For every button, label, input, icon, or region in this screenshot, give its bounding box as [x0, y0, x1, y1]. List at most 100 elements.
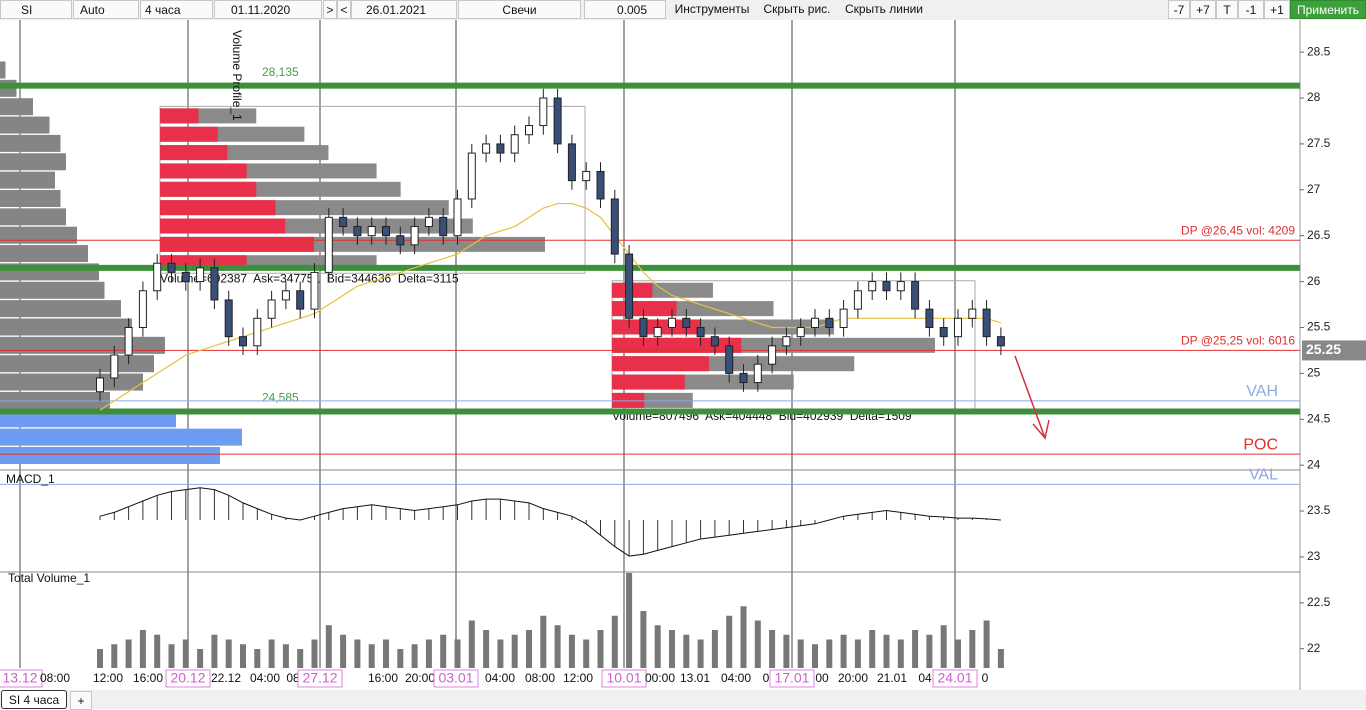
x-tick-label: 17.01 [774, 670, 809, 686]
candle-body [768, 345, 777, 365]
session-stats: Volume=692387 Ask=347751 Bid=344636 Delt… [160, 271, 459, 285]
y-tick-label: 26.5 [1307, 228, 1331, 242]
y-tick-label: 27.5 [1307, 136, 1331, 150]
candle-body [996, 336, 1005, 347]
profile-bar [0, 281, 105, 299]
candle-body [424, 216, 433, 228]
volume-bar [254, 649, 261, 668]
volume-bar [454, 639, 461, 668]
hide-lines[interactable]: Скрыть линии [844, 2, 924, 16]
shift-button[interactable]: +7 [1190, 0, 1216, 19]
hide-drawings[interactable]: Скрыть рис. [763, 2, 831, 16]
volume-bar [669, 630, 675, 668]
session-profile-inner [160, 236, 314, 252]
profile-bar [0, 98, 33, 116]
volume-bar [139, 630, 146, 668]
x-tick-label: 03.01 [438, 670, 473, 686]
tab[interactable]: SI 4 часа [1, 690, 67, 709]
period[interactable]: 4 часа [140, 0, 213, 19]
candle-body [596, 170, 605, 200]
add-tab[interactable]: + [70, 691, 92, 710]
x-tick-label: 04:00 [721, 671, 751, 685]
candle-body [496, 143, 505, 154]
shift-button[interactable]: +1 [1264, 0, 1290, 19]
x-tick-label: 16:00 [368, 671, 398, 685]
x-tick-label: 0 [982, 671, 989, 685]
volume-bar [368, 644, 375, 668]
candle-body [453, 198, 462, 237]
candle-body [796, 326, 805, 338]
candle-body [668, 317, 676, 328]
volume-bar [983, 620, 990, 668]
panel-label: Volume Profile_1 [230, 30, 244, 121]
volume-bar [812, 644, 818, 668]
y-tick-label: 22 [1307, 641, 1321, 655]
shift-button[interactable]: -7 [1168, 0, 1190, 19]
candle-body [625, 253, 634, 319]
candle-body [167, 262, 176, 273]
volume-bar [726, 615, 733, 668]
volume-bar [468, 620, 475, 668]
volume-bar [869, 630, 876, 668]
x-tick-label: 22.12 [211, 671, 241, 685]
chart-type[interactable]: Свечи [458, 0, 581, 19]
session-profile-inner [612, 356, 709, 372]
date-to[interactable]: 26.01.2021 [351, 0, 457, 19]
volume-bar [197, 649, 204, 668]
candle-body [982, 308, 991, 338]
prev-button[interactable]: < [337, 0, 351, 19]
y-tick-label: 26 [1307, 274, 1321, 288]
date-highlight [932, 669, 978, 688]
y-tick-label: 22.5 [1307, 595, 1331, 609]
volume-bar [383, 639, 389, 668]
symbol[interactable]: SI [0, 0, 72, 19]
volume-bar [583, 639, 590, 668]
x-tick-label: 08:00 [525, 671, 555, 685]
y-tick-label: 23 [1307, 549, 1321, 563]
x-tick-label: 04:00 [485, 671, 515, 685]
candle-body [239, 336, 247, 347]
volume-bar [268, 639, 275, 668]
candle-body [725, 345, 734, 374]
apply-button[interactable]: Применить [1290, 0, 1366, 19]
profile-bar [0, 153, 66, 171]
volume-bar [912, 630, 919, 668]
candle-body [382, 226, 390, 237]
profile-bar [0, 373, 143, 391]
volume-bar [897, 639, 904, 668]
volume-bar [540, 615, 547, 668]
candle-body [954, 317, 962, 338]
candle-body [753, 363, 762, 384]
volume-bar [311, 639, 318, 668]
session-profile-inner [160, 163, 247, 179]
x-tick-label: 20:00 [405, 671, 435, 685]
volume-bar [497, 639, 504, 668]
candle-body [782, 336, 791, 347]
candle-body [939, 326, 948, 338]
shift-button[interactable]: -1 [1238, 0, 1264, 19]
volume-bar [926, 634, 933, 668]
shift-button[interactable]: T [1216, 0, 1238, 19]
tools-button[interactable]: Инструменты [674, 2, 750, 16]
volume-bar [955, 639, 961, 668]
x-tick-label: 20:00 [838, 671, 868, 685]
x-tick-label: 08 [286, 671, 300, 685]
candle-body [911, 281, 920, 310]
session-profile-inner [160, 126, 218, 142]
volume-bar [511, 634, 518, 668]
candle-body [968, 308, 977, 319]
x-tick-label: 20.12 [170, 670, 205, 686]
next-button[interactable]: > [323, 0, 337, 19]
candle-body [439, 216, 448, 237]
profile-bar [0, 336, 165, 354]
candle-body [825, 317, 834, 328]
volume-bar [568, 634, 575, 668]
scale[interactable]: Auto [73, 0, 139, 19]
candle-body [339, 216, 348, 228]
date-highlight [433, 669, 479, 688]
y-tick-label: 23.5 [1307, 503, 1331, 517]
date-from[interactable]: 01.11.2020 [214, 0, 322, 19]
candle-body [682, 317, 691, 328]
session-profile-inner [160, 200, 276, 216]
step[interactable]: 0.005 [584, 0, 666, 19]
